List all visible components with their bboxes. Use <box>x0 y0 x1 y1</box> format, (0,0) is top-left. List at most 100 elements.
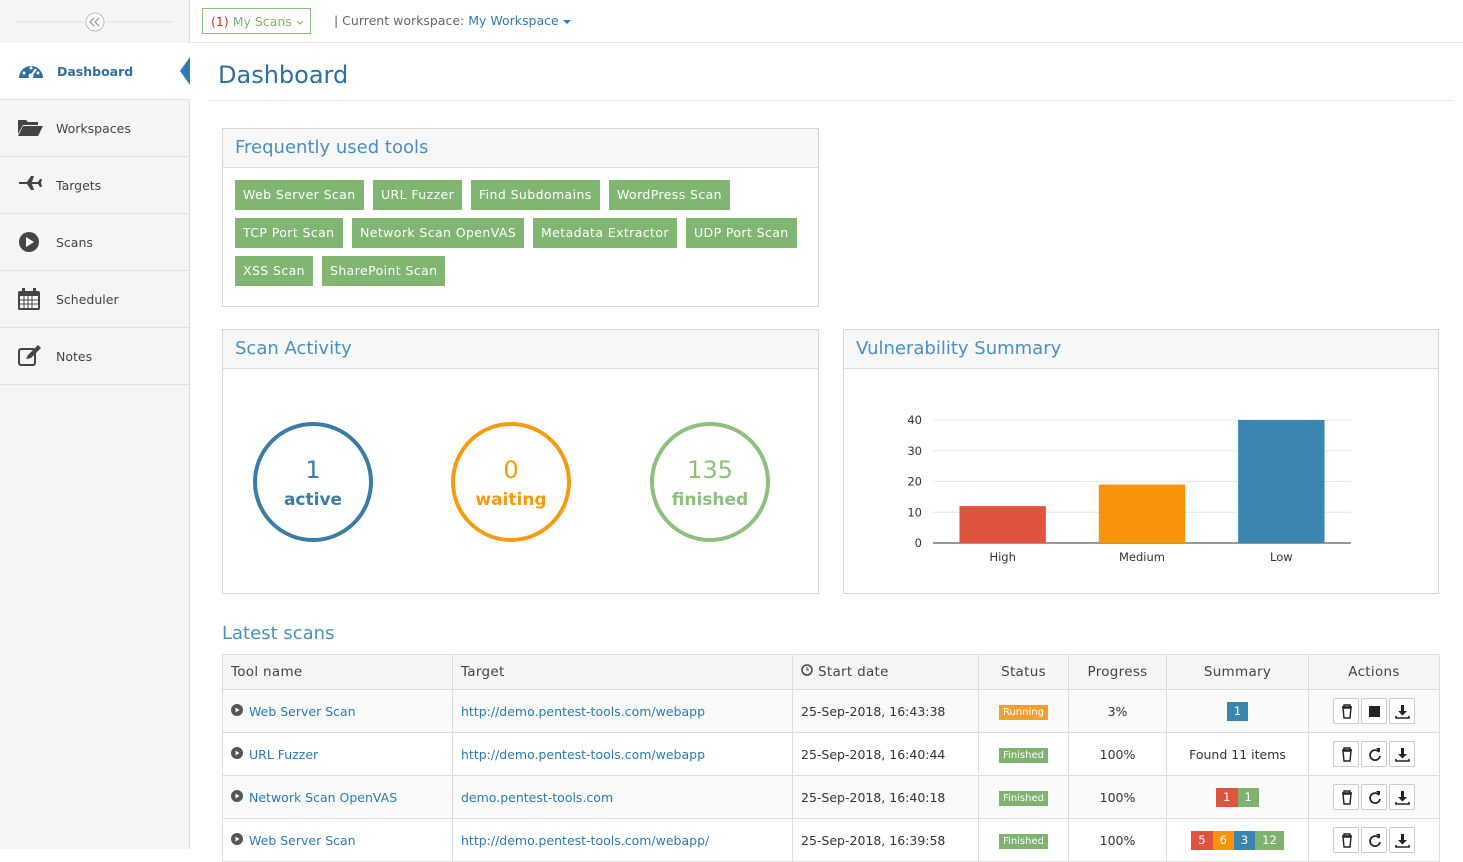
summary-badge: 3 <box>1233 830 1256 850</box>
counters: 1 active 0 waiting 135 finished <box>253 422 770 542</box>
date-cell: 25-Sep-2018, 16:40:18 <box>792 775 979 819</box>
vulnerability-chart: 0 10 20 30 40 High Medium Low <box>907 413 1351 564</box>
y-tick-label: 30 <box>907 444 922 458</box>
column-title: Start date <box>818 664 889 680</box>
action-button[interactable] <box>1361 741 1387 767</box>
top-bar: (1) My Scans | Current workspace: My Wor… <box>190 0 1463 43</box>
nav-item[interactable]: Workspaces <box>0 100 189 157</box>
nav-icon <box>18 288 40 310</box>
caret <box>562 20 571 24</box>
summary-badge: 6 <box>1212 830 1234 850</box>
nav-icon <box>19 176 42 190</box>
column-title: Summary <box>1203 664 1272 680</box>
column-title: Target <box>461 664 505 680</box>
action-button[interactable] <box>1333 741 1359 767</box>
nav-item[interactable]: Dashboard <box>0 43 190 100</box>
tool-button[interactable]: UDP Port Scan <box>686 218 797 248</box>
summary-text: Found 11 items <box>1189 746 1286 762</box>
tool-button[interactable]: Web Server Scan <box>235 180 364 210</box>
status-badge: Running <box>999 704 1048 720</box>
summary-badge: 1 <box>1237 787 1259 807</box>
tool-button[interactable]: Metadata Extractor <box>533 218 677 248</box>
workspace-selector: | Current workspace: My Workspace <box>334 13 572 28</box>
bar <box>959 506 1046 543</box>
target-link[interactable]: http://demo.pentest-tools.com/webapp <box>461 703 706 719</box>
target-link[interactable]: http://demo.pentest-tools.com/webapp <box>461 746 706 762</box>
counter-ring <box>650 422 770 542</box>
action-icon <box>1342 790 1352 805</box>
action-button[interactable] <box>1361 784 1387 810</box>
action-button[interactable] <box>1389 741 1415 767</box>
counter-label: finished <box>672 490 748 510</box>
action-button[interactable] <box>1333 698 1359 724</box>
scans-menu: My Scans <box>232 14 292 29</box>
status-cell: Finished <box>978 732 1069 776</box>
column-header: Tool name <box>222 654 453 690</box>
date-cell: 25-Sep-2018, 16:39:58 <box>792 818 979 862</box>
tool-button[interactable]: WordPress Scan <box>609 180 730 210</box>
action-button[interactable] <box>1389 698 1415 724</box>
play-icon <box>231 703 243 716</box>
nav-label: Dashboard <box>57 63 134 79</box>
action-button[interactable] <box>1333 784 1359 810</box>
target-link[interactable]: demo.pentest-tools.com <box>461 789 614 805</box>
scan-row: Web Server Scan http://demo.pentest-tools… <box>222 818 1440 862</box>
progress: 100% <box>1099 832 1136 848</box>
nav-item[interactable]: Scans <box>0 214 189 271</box>
date-cell: 25-Sep-2018, 16:43:38 <box>792 689 979 733</box>
tool-button[interactable]: XSS Scan <box>235 256 313 286</box>
scan-activity-panel: Scan Activity 1 active 0 waiting 135 finished <box>222 329 819 594</box>
nav-item[interactable]: Notes <box>0 328 189 385</box>
column-title: Actions <box>1348 664 1400 680</box>
tool-link[interactable]: Web Server Scan <box>249 832 356 848</box>
scan-count: (1) <box>211 14 229 29</box>
nav-label: Workspaces <box>56 120 131 136</box>
action-button[interactable] <box>1389 784 1415 810</box>
tool-button[interactable]: SharePoint Scan <box>322 256 446 286</box>
sidebar: Dashboard Workspaces Targets Scans Scheduler… <box>0 0 190 849</box>
progress-cell: 100% <box>1068 818 1167 862</box>
nav-icon <box>18 120 43 136</box>
target-link[interactable]: http://demo.pentest-tools.com/webapp/ <box>461 832 710 848</box>
counter-ring <box>451 422 571 542</box>
action-button[interactable] <box>1333 827 1359 853</box>
nav-item[interactable]: Scheduler <box>0 271 189 328</box>
x-tick-label: High <box>989 550 1015 564</box>
counter-label: waiting <box>475 490 546 510</box>
action-button[interactable] <box>1389 827 1415 853</box>
tool-link[interactable]: Web Server Scan <box>249 703 356 719</box>
progress: 100% <box>1099 746 1136 762</box>
my-scans-button[interactable]: (1) My Scans <box>202 8 311 34</box>
action-icon <box>1369 834 1381 847</box>
progress-cell: 100% <box>1068 775 1167 819</box>
action-button[interactable] <box>1361 827 1387 853</box>
start-date: 25-Sep-2018, 16:43:38 <box>801 703 946 719</box>
action-icon <box>1342 747 1352 762</box>
tool-button[interactable]: TCP Port Scan <box>235 218 343 248</box>
action-button[interactable] <box>1361 698 1387 724</box>
tool-button[interactable]: Network Scan OpenVAS <box>352 218 525 248</box>
nav-item[interactable]: Targets <box>0 157 189 214</box>
tool-button[interactable]: URL Fuzzer <box>373 180 463 210</box>
column-header: Actions <box>1308 654 1440 690</box>
vulnerability-panel: Vulnerability Summary 0 10 20 30 40 High Mediu… <box>843 329 1439 594</box>
column-header: Target <box>452 654 793 690</box>
x-tick-label: Low <box>1270 550 1293 564</box>
action-icon <box>1395 705 1410 719</box>
action-icon <box>1342 704 1352 719</box>
bar <box>1238 420 1325 543</box>
column-header: Progress <box>1068 654 1167 690</box>
caret <box>296 20 304 25</box>
panel-title: Vulnerability Summary <box>844 330 1438 369</box>
progress: 100% <box>1099 789 1136 805</box>
tool-link[interactable]: URL Fuzzer <box>249 746 319 762</box>
tool-button[interactable]: Find Subdomains <box>471 180 600 210</box>
tool-link[interactable]: Network Scan OpenVAS <box>249 789 398 805</box>
collapse-button[interactable] <box>85 12 105 32</box>
workspace-name[interactable]: My Workspace <box>468 13 559 28</box>
column-title: Tool name <box>231 664 303 680</box>
summary-cell: 5 6 3 12 <box>1166 818 1309 862</box>
y-tick-label: 10 <box>907 505 922 519</box>
tool-cell: Web Server Scan <box>222 818 453 862</box>
play-icon <box>231 832 243 845</box>
